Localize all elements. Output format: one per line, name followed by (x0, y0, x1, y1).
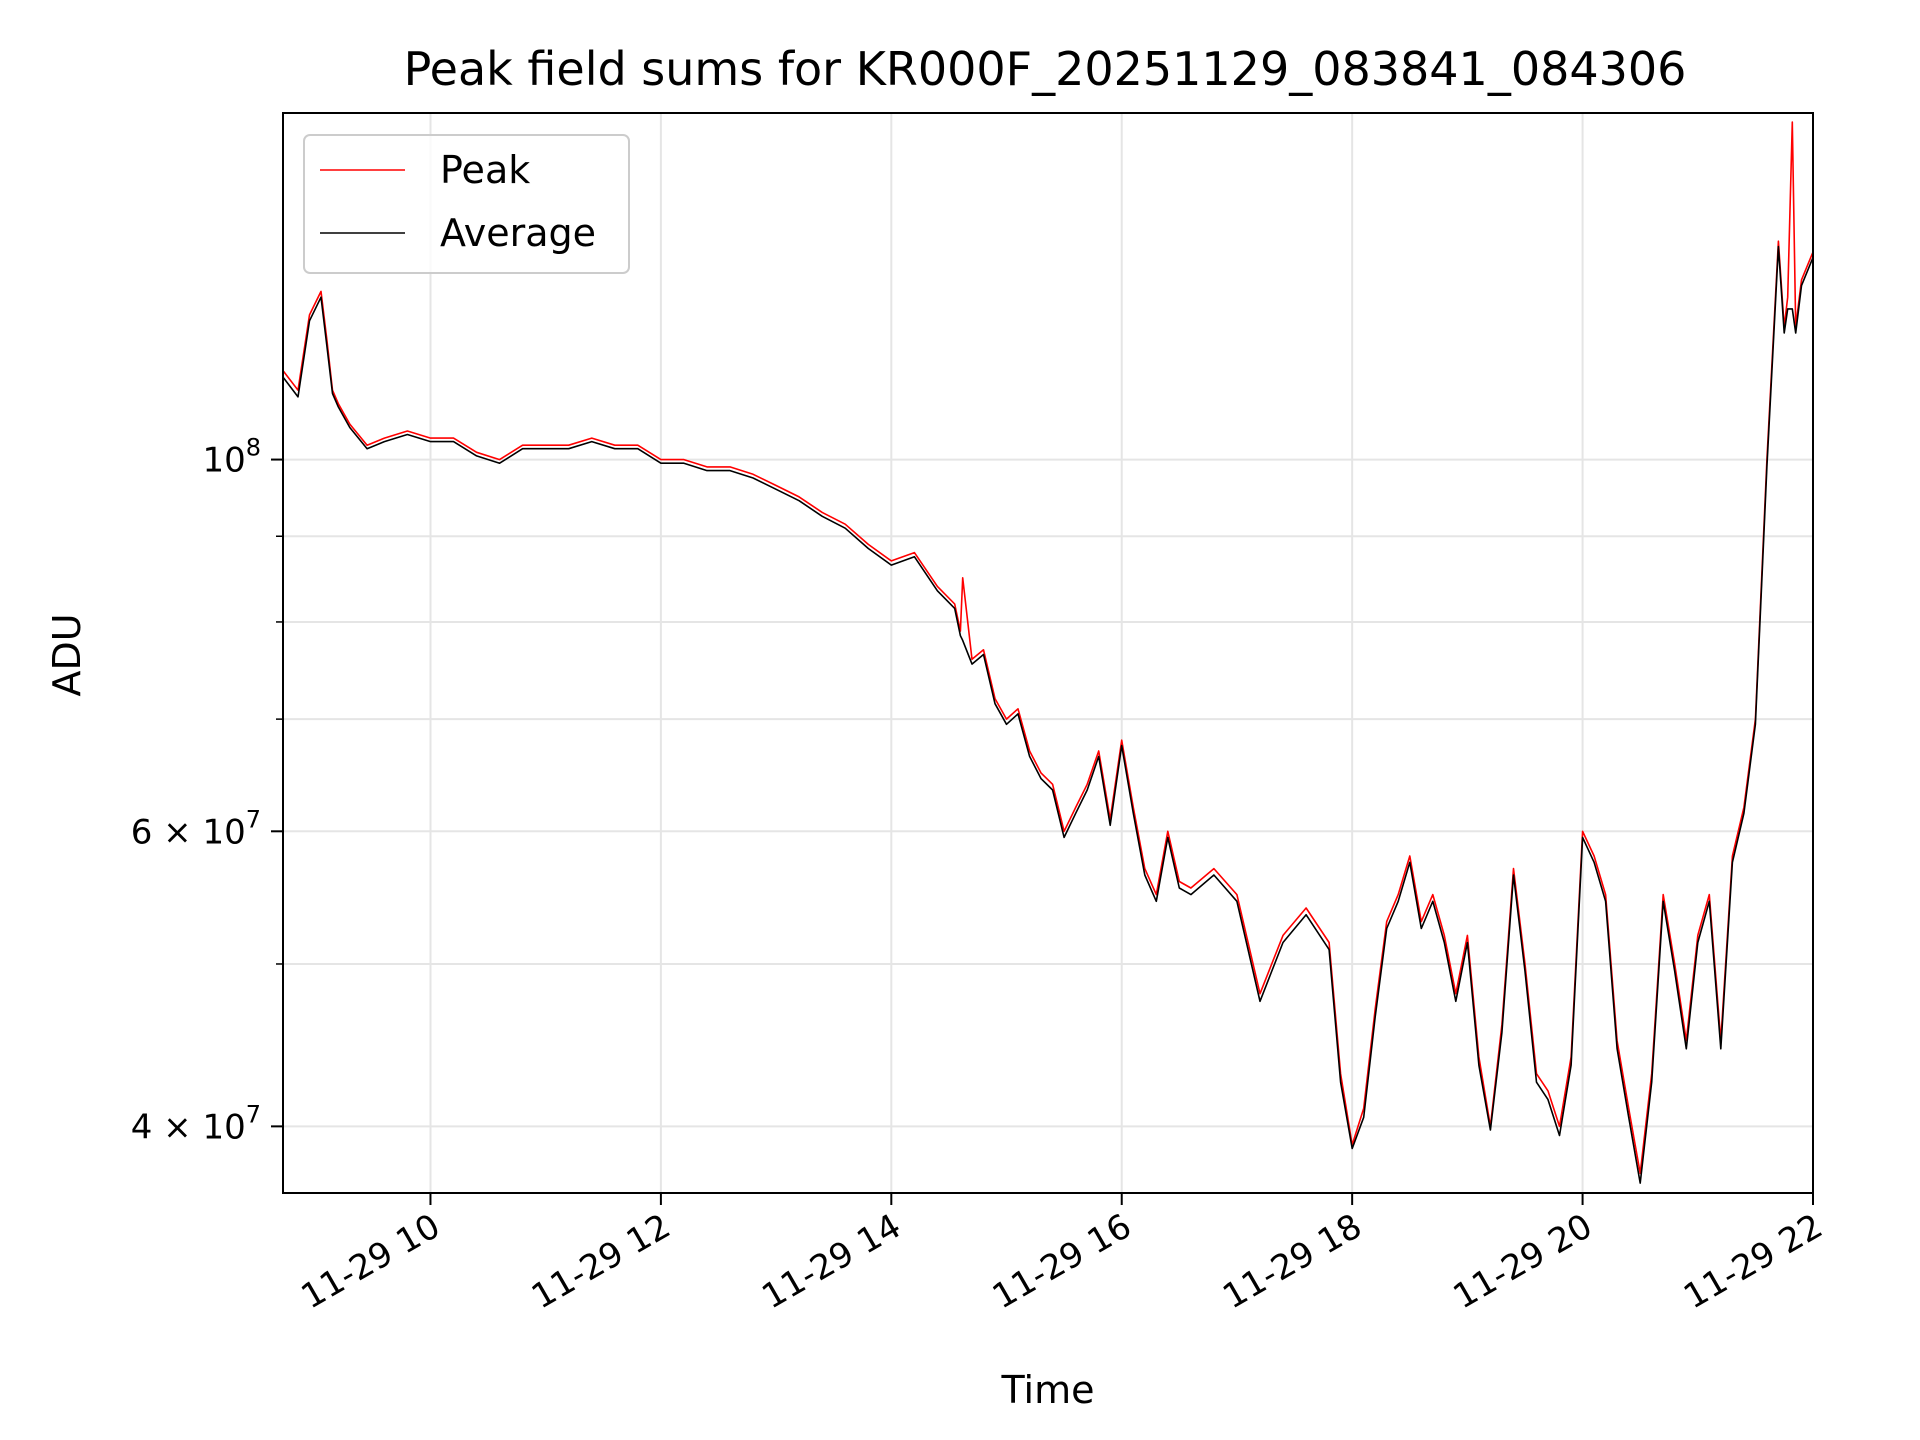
x-axis-label: Time (1001, 1368, 1095, 1412)
y-tick-label: 108 (202, 434, 261, 481)
y-tick-exponent: 7 (246, 1100, 261, 1128)
grid (283, 113, 1814, 1193)
y-tick-multiplier: 4 × (131, 1107, 203, 1147)
y-tick-base: 10 (202, 812, 245, 852)
series-line-average (282, 245, 1814, 1184)
y-tick-label: 6 × 107 (131, 805, 261, 852)
legend-label-peak: Peak (440, 148, 530, 192)
y-tick-base: 10 (202, 441, 245, 481)
series-layer (282, 121, 1814, 1184)
legend: Peak Average (303, 134, 630, 274)
y-tick-multiplier: 6 × (131, 812, 203, 852)
plot-frame (282, 112, 1814, 1194)
y-tick-exponent: 8 (246, 434, 261, 462)
chart-title: Peak field sums for KR000F_20251129_0838… (404, 42, 1687, 96)
legend-label-average: Average (440, 211, 596, 255)
y-tick-label: 4 × 107 (131, 1100, 261, 1147)
y-tick-exponent: 7 (246, 805, 261, 833)
y-axis-label: ADU (45, 613, 89, 696)
y-tick-base: 10 (202, 1107, 245, 1147)
series-line-peak (282, 121, 1814, 1175)
